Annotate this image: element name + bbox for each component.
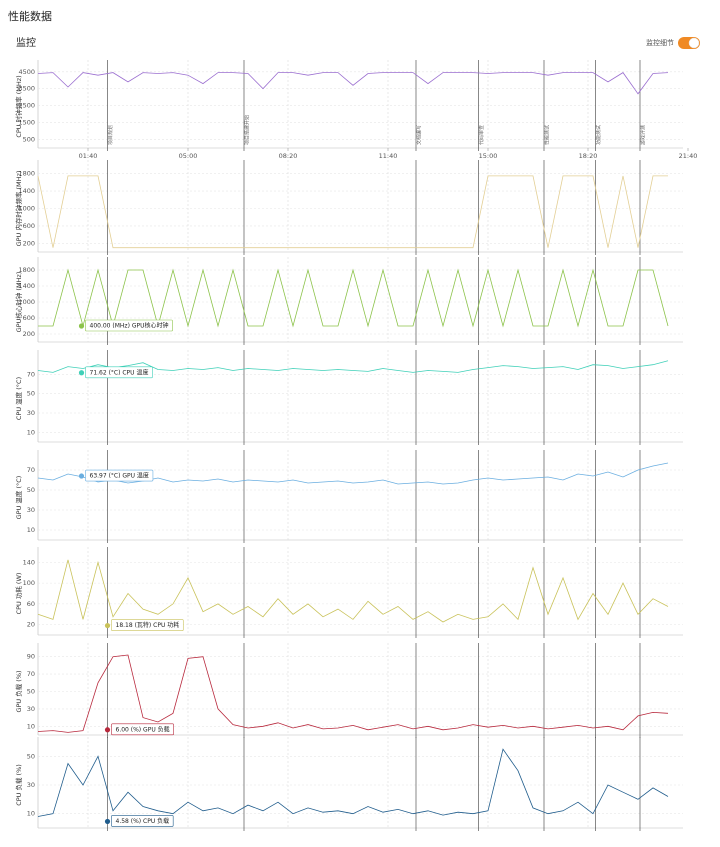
tooltip-box bbox=[111, 619, 184, 631]
y-tick-label: 140 bbox=[23, 558, 35, 566]
y-tick-label: 10 bbox=[27, 428, 35, 436]
event-label: 游戏评测 bbox=[640, 125, 647, 145]
y-axis-label: CPU 功耗 (W) bbox=[15, 573, 23, 615]
y-tick-label: 50 bbox=[27, 390, 35, 398]
y-tick-label: 70 bbox=[27, 370, 35, 378]
y-axis-label: GPU 内存时钟频率 (MHz) bbox=[14, 171, 23, 247]
y-tick-label: 2500 bbox=[18, 102, 35, 110]
event-label: 项目搭建开始 bbox=[244, 115, 251, 145]
tooltip-box bbox=[111, 815, 174, 827]
y-tick-label: 30 bbox=[27, 705, 35, 713]
tooltip-dot bbox=[78, 323, 85, 329]
tooltip-dot bbox=[104, 622, 111, 629]
tooltip-dot bbox=[104, 818, 111, 825]
y-tick-label: 4500 bbox=[18, 68, 35, 76]
x-tick-label: 11:40 bbox=[379, 152, 398, 160]
y-tick-label: 500 bbox=[23, 136, 35, 144]
y-tick-label: 1800 bbox=[18, 170, 35, 178]
event-label: 性能测试 bbox=[544, 125, 551, 145]
y-tick-label: 600 bbox=[23, 222, 35, 230]
series-line bbox=[37, 654, 669, 733]
tooltip-label: 4.58 (%) CPU 负载 bbox=[116, 817, 170, 825]
section-title: 监控 bbox=[16, 36, 36, 49]
tooltip-label: 400.00 (MHz) GPU核心时钟 bbox=[90, 322, 169, 330]
y-tick-label: 200 bbox=[23, 239, 35, 247]
y-tick-label: 10 bbox=[27, 526, 35, 534]
y-tick-label: 30 bbox=[27, 781, 35, 789]
y-tick-label: 30 bbox=[27, 409, 35, 417]
y-tick-label: 3500 bbox=[18, 85, 35, 93]
tooltip-box bbox=[85, 366, 153, 379]
toggle-knob[interactable] bbox=[688, 37, 700, 49]
tooltip-dot bbox=[78, 370, 85, 376]
series-line bbox=[37, 360, 669, 373]
tooltip-box bbox=[111, 723, 174, 736]
y-tick-label: 600 bbox=[23, 314, 35, 322]
y-tick-label: 1800 bbox=[18, 266, 35, 274]
y-tick-label: 70 bbox=[27, 670, 35, 678]
y-tick-label: 1400 bbox=[18, 187, 35, 195]
y-tick-label: 30 bbox=[27, 506, 35, 514]
tooltip-label: 71.62 (°C) CPU 温度 bbox=[90, 368, 149, 376]
y-axis-label: CPU 温度 (°C) bbox=[14, 377, 23, 420]
x-tick-label: 01:40 bbox=[79, 152, 98, 160]
y-tick-label: 1400 bbox=[18, 282, 35, 290]
y-axis-label: GPU核心时钟 (MHz) bbox=[14, 272, 23, 333]
y-axis-label: GPU 温度 (°C) bbox=[14, 476, 23, 520]
event-label: 代码审查 bbox=[478, 125, 485, 145]
tooltip-label: 18.18 (瓦特) CPU 功耗 bbox=[116, 621, 180, 629]
tooltip-label: 63.97 (°C) GPU 温度 bbox=[90, 472, 149, 480]
y-tick-label: 1500 bbox=[18, 119, 35, 127]
series-line bbox=[37, 748, 669, 817]
y-tick-label: 70 bbox=[27, 466, 35, 474]
y-tick-label: 200 bbox=[23, 330, 35, 338]
tooltip-dot bbox=[104, 727, 111, 733]
series-line bbox=[37, 559, 669, 623]
tooltip-dot bbox=[78, 473, 85, 479]
y-tick-label: 10 bbox=[27, 722, 35, 730]
y-tick-label: 20 bbox=[27, 621, 35, 629]
tooltip-label: 6.00 (%) GPU 负载 bbox=[116, 725, 170, 733]
y-tick-label: 50 bbox=[27, 688, 35, 696]
y-tick-label: 60 bbox=[27, 600, 35, 608]
y-tick-label: 100 bbox=[23, 579, 35, 587]
y-tick-label: 50 bbox=[27, 752, 35, 760]
tooltip-box bbox=[85, 319, 173, 332]
event-label: 功能测试 bbox=[595, 125, 602, 145]
y-tick-label: 1000 bbox=[18, 298, 35, 306]
x-tick-label: 18:20 bbox=[579, 152, 598, 160]
x-tick-label: 15:00 bbox=[479, 152, 498, 160]
series-line bbox=[37, 72, 669, 95]
series-line bbox=[38, 268, 669, 328]
y-axis-label: CPU 时钟频率 (MHz) bbox=[14, 75, 23, 137]
x-tick-label: 21:40 bbox=[679, 152, 698, 160]
page-title: 性能数据 bbox=[8, 9, 52, 23]
y-tick-label: 1000 bbox=[18, 205, 35, 213]
y-tick-label: 10 bbox=[27, 810, 35, 818]
y-tick-label: 50 bbox=[27, 486, 35, 494]
x-tick-label: 05:00 bbox=[179, 152, 198, 160]
event-label: 项目规划 bbox=[107, 125, 114, 145]
tooltip-box bbox=[85, 469, 154, 482]
toggle-label: 监控细节 bbox=[646, 38, 674, 47]
x-tick-label: 08:20 bbox=[279, 152, 298, 160]
event-label: 文档编写 bbox=[416, 125, 423, 145]
series-line bbox=[37, 175, 668, 249]
y-tick-label: 90 bbox=[27, 653, 35, 661]
y-axis-label: CPU 负载 (%) bbox=[14, 764, 23, 806]
y-axis-label: GPU 负载 (%) bbox=[14, 670, 23, 712]
